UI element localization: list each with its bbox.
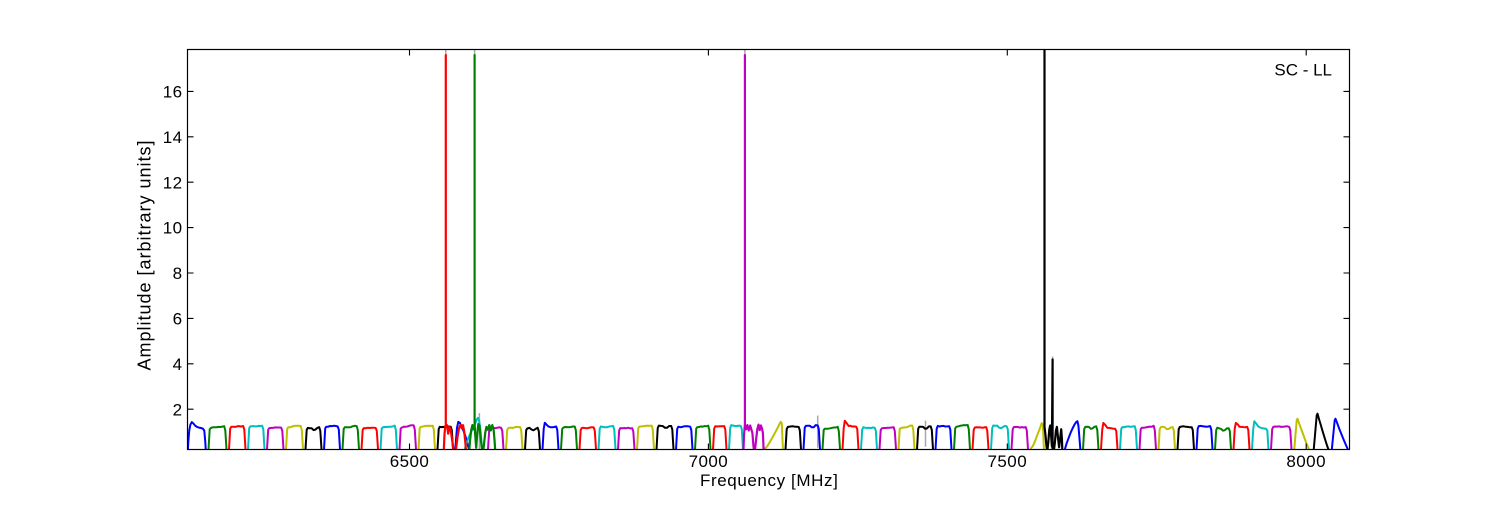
svg-text:4: 4 (173, 355, 183, 374)
svg-text:Amplitude [arbitrary units]: Amplitude [arbitrary units] (135, 139, 155, 370)
svg-text:14: 14 (163, 128, 183, 147)
svg-text:Frequency [MHz]: Frequency [MHz] (700, 471, 838, 490)
svg-text:7000: 7000 (689, 452, 729, 471)
svg-text:10: 10 (163, 219, 183, 238)
svg-text:SC - LL: SC - LL (1274, 61, 1332, 80)
svg-text:8: 8 (173, 264, 183, 283)
svg-text:6: 6 (173, 310, 183, 329)
svg-text:6500: 6500 (390, 452, 430, 471)
svg-text:16: 16 (163, 83, 183, 102)
svg-text:8000: 8000 (1286, 452, 1326, 471)
svg-text:7500: 7500 (987, 452, 1027, 471)
svg-text:12: 12 (163, 173, 183, 192)
svg-text:2: 2 (173, 400, 183, 419)
